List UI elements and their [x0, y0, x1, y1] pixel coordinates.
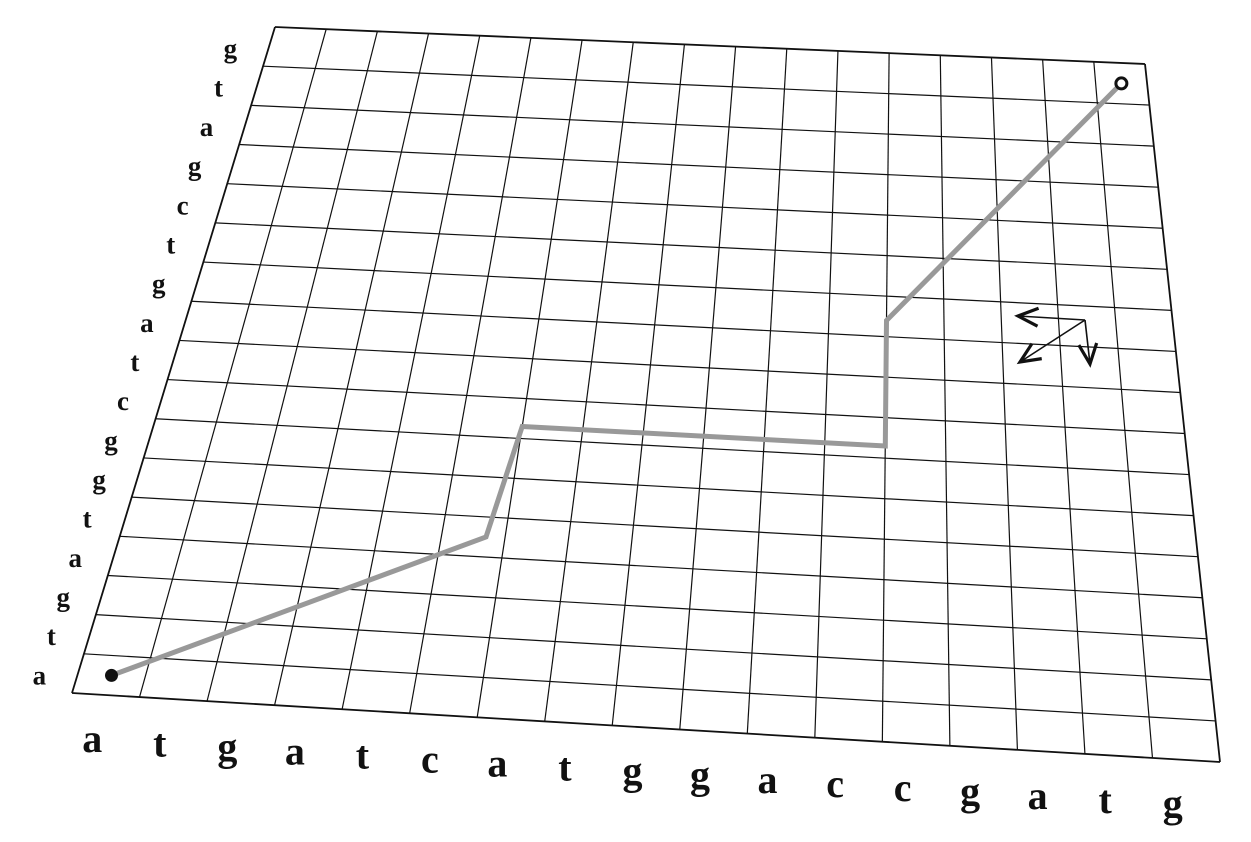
grid-column-line [274, 33, 430, 706]
left-sequence-letter: a [140, 308, 154, 338]
path-start-dot [104, 668, 118, 682]
grid-row-line [95, 614, 1212, 681]
grid-column-line [544, 42, 634, 722]
grid-column-line [1042, 59, 1086, 754]
grid-row-line [239, 143, 1159, 188]
grid-column-line [1093, 61, 1154, 758]
grid-row-line [215, 222, 1168, 270]
arrow-down-left-head [1016, 342, 1042, 365]
grid-column-line [71, 26, 276, 694]
left-sequence-letter: g [224, 34, 238, 64]
grid-row-line [227, 183, 1163, 229]
left-sequence-letter: a [200, 112, 214, 142]
left-sequence-letter: t [83, 504, 92, 534]
direction-arrows-icon [1014, 306, 1099, 368]
arrow-left-head [1014, 306, 1040, 328]
grid-column-line [746, 48, 788, 734]
dot-plot-grid [71, 26, 1221, 763]
left-sequence-letter: g [57, 582, 71, 612]
grid-column-line [341, 35, 481, 710]
bottom-sequence-letter: t [356, 732, 370, 777]
grid-column-line [990, 57, 1019, 750]
grid-column-line [476, 39, 583, 718]
grid-column-line [939, 55, 951, 746]
grid-row-line [71, 692, 1221, 763]
bottom-sequence-letter: t [153, 720, 167, 765]
bottom-sequence-letter: a [758, 757, 778, 802]
grid-row-line [191, 300, 1176, 353]
grid-row-line [155, 418, 1190, 476]
bottom-sequence-letter: c [826, 761, 844, 806]
left-sequence-letter: c [117, 386, 129, 416]
bottom-sequence-letter: a [82, 716, 102, 761]
bottom-sequence-letter: a [487, 741, 507, 786]
path-end-dot [1114, 76, 1129, 91]
bottom-sequence-letter: a [285, 728, 305, 773]
grid-column-line [138, 29, 327, 698]
grid-column-line [814, 50, 839, 738]
bottom-sequence-letter: g [217, 724, 237, 769]
grid-column-line [611, 44, 686, 726]
left-sequence-letter: g [104, 425, 118, 455]
bottom-sequence-letter: g [960, 769, 980, 814]
bottom-sequence-letter: c [421, 737, 439, 782]
left-sequence-letter: g [92, 464, 106, 494]
grid-row-line [167, 378, 1185, 435]
left-sequence-letter: a [33, 660, 47, 690]
left-sequence-letter: t [166, 229, 175, 259]
grid-row-line [274, 26, 1146, 65]
grid-row-line [143, 457, 1194, 517]
grid-column-line [679, 46, 737, 730]
grid-column-line [409, 37, 532, 714]
arrow-down-shaft [1084, 319, 1091, 365]
grid-row-line [107, 574, 1207, 640]
arrow-down-head [1077, 342, 1099, 368]
grid-row-line [119, 535, 1203, 599]
grid-row-line [203, 261, 1172, 311]
bottom-sequence-letter: g [1163, 781, 1183, 826]
alignment-path-line [110, 81, 1124, 678]
grid-row-line [179, 339, 1181, 394]
arrow-down-left-shaft [1019, 319, 1086, 363]
arrow-left-shaft [1017, 315, 1086, 321]
bottom-sequence-letter: t [1099, 777, 1113, 822]
alignment-path [104, 76, 1129, 682]
left-sequence-letter: g [152, 269, 166, 299]
bottom-sequence-letter: g [690, 753, 710, 798]
left-sequence-letter: t [130, 347, 139, 377]
bottom-sequence-letter: c [894, 765, 912, 810]
bottom-sequence-letter: t [558, 745, 572, 790]
grid-row-line [263, 65, 1150, 106]
grid-column-line [1144, 63, 1221, 763]
grid-row-line [131, 496, 1198, 558]
left-sequence-letter: a [68, 543, 82, 573]
bottom-sequence-letter: a [1028, 773, 1048, 818]
grid-row-line [251, 104, 1154, 147]
grid-row-line [83, 653, 1216, 722]
grid-column-line [206, 31, 378, 702]
bottom-sequence-letter: g [622, 749, 642, 794]
left-sequence-letter: g [188, 151, 202, 181]
left-sequence-letter: t [214, 73, 223, 103]
left-sequence-letter: t [47, 621, 56, 651]
left-sequence-letter: c [177, 190, 189, 220]
bottom-sequence-labels: a t g a t c a t g g a c c g a t g [82, 716, 1182, 826]
